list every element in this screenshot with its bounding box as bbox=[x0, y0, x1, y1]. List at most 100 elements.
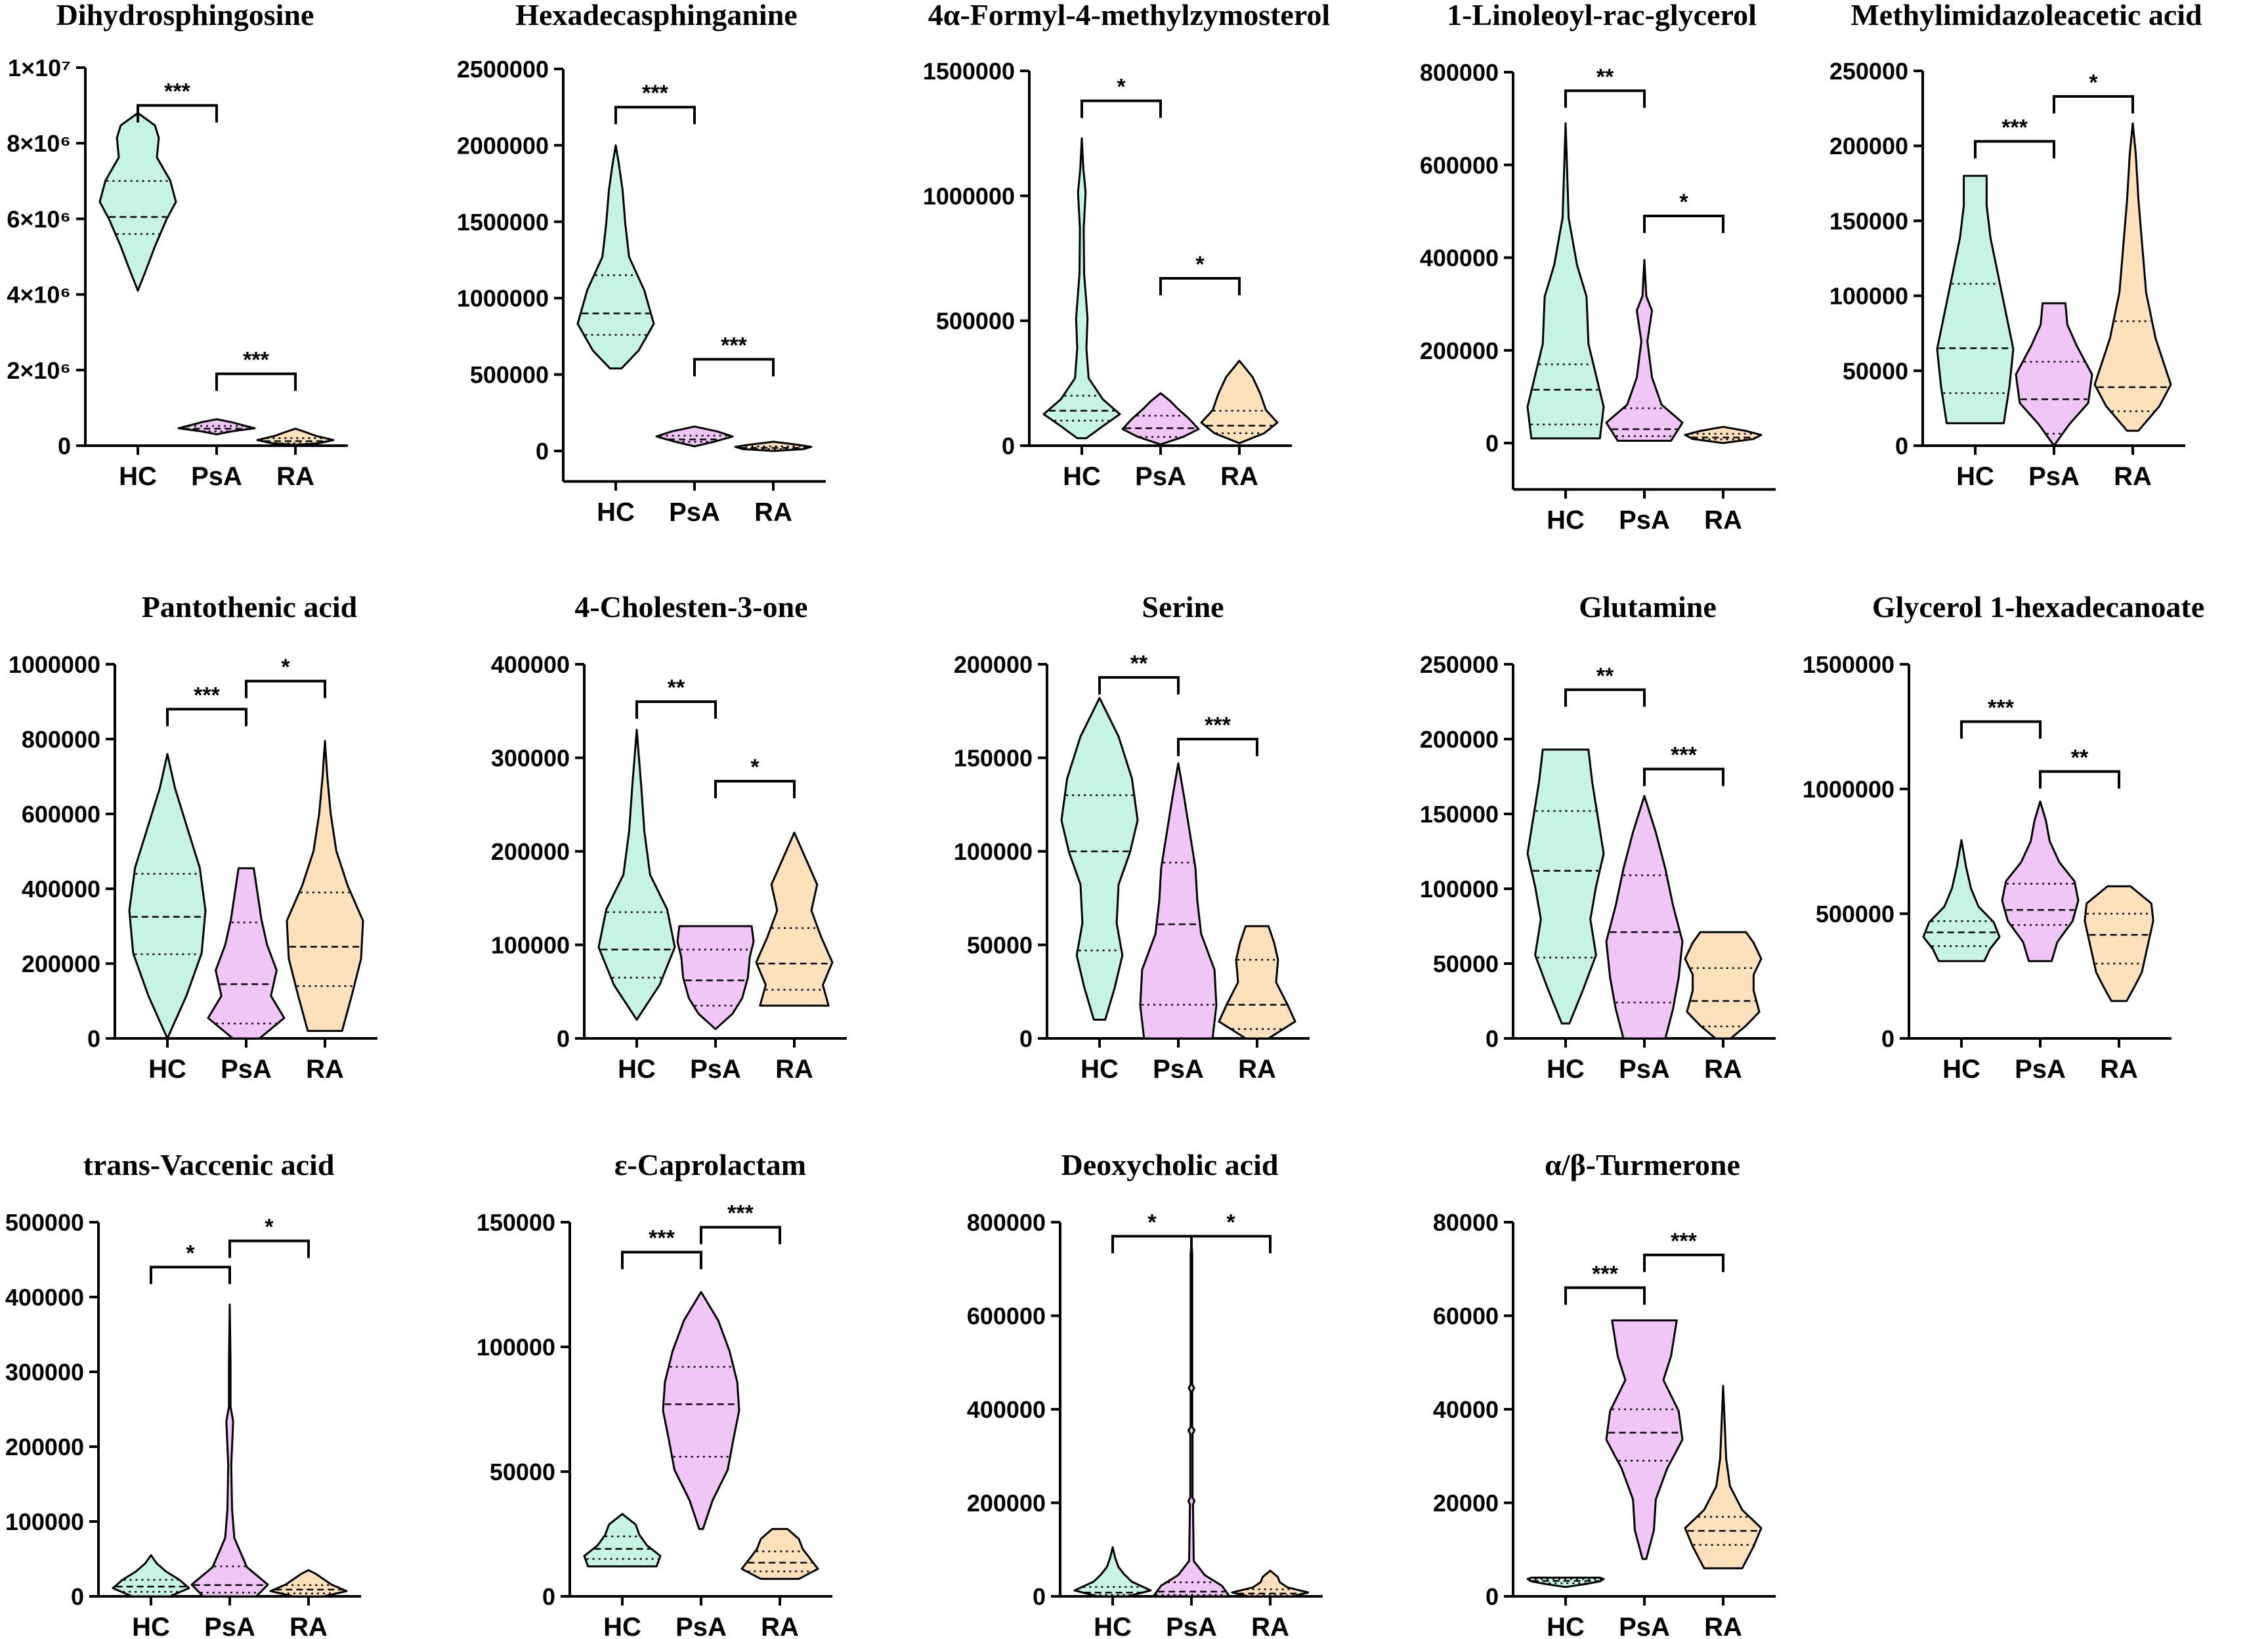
significance-bracket bbox=[1111, 1235, 1193, 1254]
significance-bracket bbox=[228, 1239, 310, 1258]
category-label-ra: RA bbox=[761, 1613, 799, 1639]
significance-bracket bbox=[1177, 738, 1258, 756]
violin-hc bbox=[1042, 137, 1121, 440]
y-tick-label: 1×10⁷ bbox=[8, 54, 71, 81]
significance-bracket bbox=[245, 679, 326, 698]
significance-label: * bbox=[186, 1241, 195, 1266]
significance-label: *** bbox=[649, 1226, 675, 1251]
panel-title: Glycerol 1-hexadecanoate bbox=[1872, 590, 2204, 624]
violin-ra bbox=[1218, 925, 1296, 1040]
significance-label: *** bbox=[721, 333, 747, 358]
y-tick-label: 400000 bbox=[5, 1284, 84, 1311]
significance-label: *** bbox=[727, 1201, 754, 1226]
y-tick-label: 0 bbox=[1895, 433, 1908, 459]
violin-hc bbox=[128, 753, 207, 1040]
y-tick-label: 1500000 bbox=[457, 209, 549, 236]
category-label-psa: PsA bbox=[1619, 1055, 1670, 1084]
y-tick-label: 200000 bbox=[954, 651, 1033, 678]
significance-label: ** bbox=[1130, 651, 1148, 676]
category-label-hc: HC bbox=[1547, 1613, 1585, 1639]
significance-bracket bbox=[1190, 1235, 1272, 1254]
significance-bracket bbox=[2053, 95, 2134, 114]
y-tick-label: 400000 bbox=[491, 651, 570, 678]
panel-1-linoleoyl-rac-glycerol: 1-Linoleoyl-rac-glycerol 0 200000 400000 600… bbox=[1420, 0, 1776, 535]
panel-title: Serine bbox=[1142, 590, 1224, 624]
significance-bracket bbox=[166, 708, 247, 727]
significance-bracket bbox=[215, 372, 297, 391]
panel-title: 1-Linoleoyl-rac-glycerol bbox=[1447, 0, 1757, 32]
category-label-psa: PsA bbox=[1619, 1613, 1670, 1639]
violin-hc bbox=[583, 1513, 662, 1567]
category-label-psa: PsA bbox=[2015, 1055, 2066, 1084]
violin-psa bbox=[676, 925, 755, 1031]
violin-ra bbox=[755, 832, 834, 1007]
y-tick-label: 250000 bbox=[1420, 651, 1499, 678]
significance-label: ** bbox=[1596, 64, 1614, 89]
y-tick-label: 2000000 bbox=[457, 132, 549, 159]
violin-ra bbox=[286, 740, 364, 1032]
y-tick-label: 250000 bbox=[1829, 58, 1908, 85]
y-tick-label: 500000 bbox=[936, 308, 1015, 335]
y-tick-label: 400000 bbox=[1420, 245, 1499, 272]
panel--turmerone: α/β-Turmerone 0 20000 40000 60000 80000 HC PsA R… bbox=[1433, 1148, 1776, 1639]
y-tick-label: 4×10⁶ bbox=[7, 282, 71, 309]
significance-label: ** bbox=[2071, 745, 2089, 770]
y-tick-label: 40000 bbox=[1433, 1396, 1499, 1423]
category-label-ra: RA bbox=[289, 1613, 328, 1639]
category-label-ra: RA bbox=[1251, 1613, 1289, 1639]
category-label-hc: HC bbox=[597, 498, 635, 527]
y-tick-label: 100000 bbox=[5, 1508, 84, 1535]
violin-psa bbox=[1139, 762, 1218, 1040]
y-tick-label: 100000 bbox=[1420, 876, 1499, 903]
category-label-hc: HC bbox=[132, 1613, 170, 1639]
significance-bracket bbox=[1643, 1253, 1724, 1272]
y-tick-label: 50000 bbox=[1843, 358, 1908, 385]
significance-bracket bbox=[150, 1266, 231, 1285]
panel-title: Pantothenic acid bbox=[142, 590, 358, 624]
violin-ra bbox=[1684, 931, 1763, 1040]
violin-hc bbox=[1526, 122, 1605, 440]
y-tick-label: 800000 bbox=[22, 726, 100, 753]
panel-methylimidazoleacetic-acid: Methylimidazoleacetic acid 0 50000 100000 15… bbox=[1829, 0, 2202, 491]
panel-title: Glutamine bbox=[1579, 590, 1717, 624]
significance-label: *** bbox=[1592, 1262, 1618, 1287]
significance-bracket bbox=[2039, 770, 2120, 789]
y-tick-label: 1000000 bbox=[923, 182, 1015, 209]
panel-title: Dihydrosphingosine bbox=[56, 0, 314, 32]
violin-hc bbox=[1922, 839, 2001, 962]
significance-label: *** bbox=[1205, 713, 1231, 738]
panel-title: Deoxycholic acid bbox=[1061, 1148, 1279, 1181]
y-tick-label: 200000 bbox=[491, 838, 570, 865]
y-tick-label: 800000 bbox=[1420, 59, 1499, 86]
y-tick-label: 500000 bbox=[470, 362, 549, 389]
violin-ra bbox=[1684, 425, 1763, 444]
y-tick-label: 100000 bbox=[954, 838, 1033, 865]
y-tick-label: 1000000 bbox=[457, 285, 549, 312]
category-label-ra: RA bbox=[775, 1055, 813, 1084]
y-tick-label: 0 bbox=[58, 433, 71, 459]
significance-label: * bbox=[265, 1215, 274, 1240]
category-label-psa: PsA bbox=[1135, 462, 1186, 491]
panel-glycerol-1-hexadecanoate: Glycerol 1-hexadecanoate 0 500000 1000000 15… bbox=[1803, 590, 2204, 1084]
violin-ra bbox=[256, 427, 335, 446]
y-tick-label: 80000 bbox=[1433, 1209, 1499, 1236]
violin-ra bbox=[269, 1569, 348, 1598]
y-tick-label: 0 bbox=[71, 1583, 84, 1610]
panel-title: α/β-Turmerone bbox=[1545, 1148, 1740, 1181]
violin-hc bbox=[1526, 748, 1605, 1025]
category-label-ra: RA bbox=[1238, 1055, 1276, 1084]
panel-title: ε-Caprolactam bbox=[614, 1148, 806, 1181]
significance-label: *** bbox=[194, 683, 220, 708]
y-tick-label: 0 bbox=[1002, 433, 1015, 459]
category-label-hc: HC bbox=[603, 1613, 641, 1639]
violin-psa bbox=[190, 1303, 269, 1598]
significance-bracket bbox=[1564, 1286, 1646, 1305]
category-label-hc: HC bbox=[1547, 506, 1585, 535]
category-label-psa: PsA bbox=[669, 498, 720, 527]
y-tick-label: 800000 bbox=[967, 1209, 1046, 1236]
category-label-hc: HC bbox=[1942, 1055, 1980, 1084]
y-tick-label: 150000 bbox=[1829, 207, 1908, 234]
category-label-hc: HC bbox=[618, 1055, 656, 1084]
y-tick-label: 0 bbox=[1033, 1583, 1046, 1610]
y-tick-label: 1500000 bbox=[923, 58, 1015, 85]
